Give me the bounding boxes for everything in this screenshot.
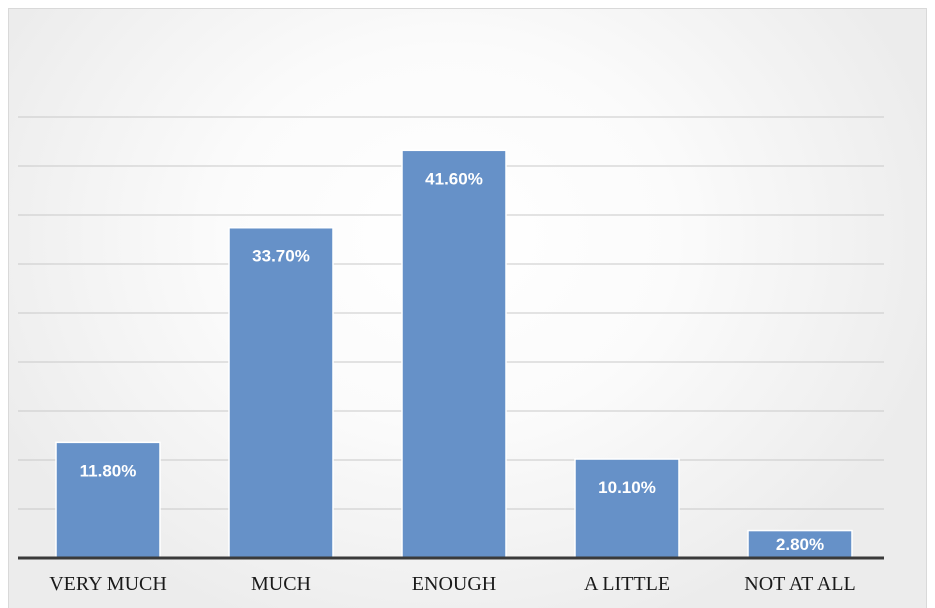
category-label: NOT AT ALL [744, 573, 856, 595]
bar-a-little [574, 458, 680, 559]
data-label: 11.80% [80, 461, 137, 480]
data-label: 41.60% [425, 169, 483, 188]
bar-very-much [55, 441, 161, 559]
bars [55, 149, 853, 559]
category-label: MUCH [251, 573, 311, 595]
data-label: 2.80% [776, 535, 824, 554]
category-label: ENOUGH [412, 573, 496, 595]
data-label: 10.10% [598, 478, 656, 497]
category-label: A LITTLE [584, 573, 670, 595]
category-label: VERY MUCH [49, 573, 167, 595]
bar-not-at-all [747, 529, 853, 559]
data-labels: 11.80% 33.70% 41.60% 10.10% 2.80% [80, 169, 824, 554]
bar-enough [401, 149, 507, 559]
category-labels: VERY MUCH MUCH ENOUGH A LITTLE NOT AT ALL [49, 573, 856, 595]
data-label: 33.70% [252, 247, 310, 266]
bar-much [228, 226, 334, 559]
